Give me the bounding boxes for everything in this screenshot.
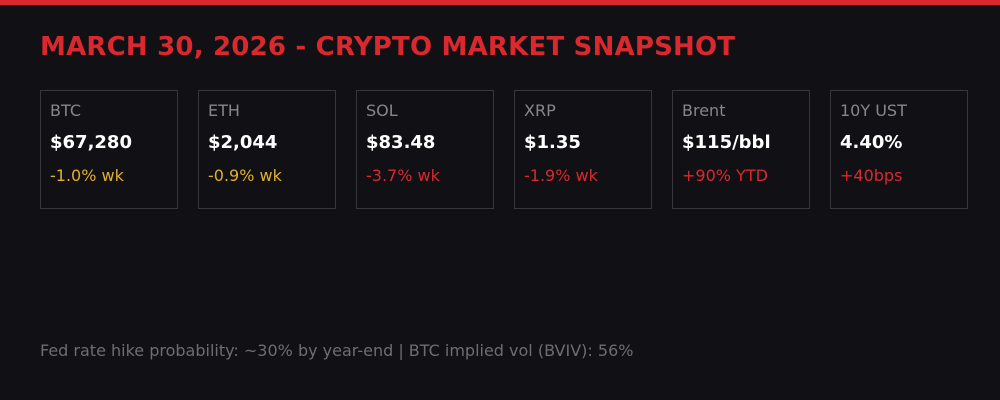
card-label: Brent: [682, 101, 726, 120]
card-change: +90% YTD: [682, 166, 768, 185]
card-value: $1.35: [524, 132, 581, 153]
card-label: BTC: [50, 101, 81, 120]
page-title: MARCH 30, 2026 - CRYPTO MARKET SNAPSHOT: [40, 32, 736, 62]
card-brent: Brent $115/bbl +90% YTD: [672, 90, 810, 209]
card-change: -1.9% wk: [524, 166, 598, 185]
card-sol: SOL $83.48 -3.7% wk: [356, 90, 494, 209]
card-btc: BTC $67,280 -1.0% wk: [40, 90, 178, 209]
card-xrp: XRP $1.35 -1.9% wk: [514, 90, 652, 209]
footer-note: Fed rate hike probability: ~30% by year-…: [40, 341, 634, 360]
card-value: $67,280: [50, 132, 132, 153]
card-10y-ust: 10Y UST 4.40% +40bps: [830, 90, 968, 209]
top-accent-bar: [0, 0, 1000, 5]
market-cards: BTC $67,280 -1.0% wk ETH $2,044 -0.9% wk…: [40, 90, 968, 209]
card-change: -1.0% wk: [50, 166, 124, 185]
card-label: 10Y UST: [840, 101, 907, 120]
card-change: -3.7% wk: [366, 166, 440, 185]
card-label: XRP: [524, 101, 556, 120]
card-value: $115/bbl: [682, 132, 771, 153]
card-value: $2,044: [208, 132, 278, 153]
card-change: -0.9% wk: [208, 166, 282, 185]
card-label: ETH: [208, 101, 240, 120]
card-value: 4.40%: [840, 132, 903, 153]
card-eth: ETH $2,044 -0.9% wk: [198, 90, 336, 209]
card-change: +40bps: [840, 166, 903, 185]
card-value: $83.48: [366, 132, 436, 153]
card-label: SOL: [366, 101, 398, 120]
